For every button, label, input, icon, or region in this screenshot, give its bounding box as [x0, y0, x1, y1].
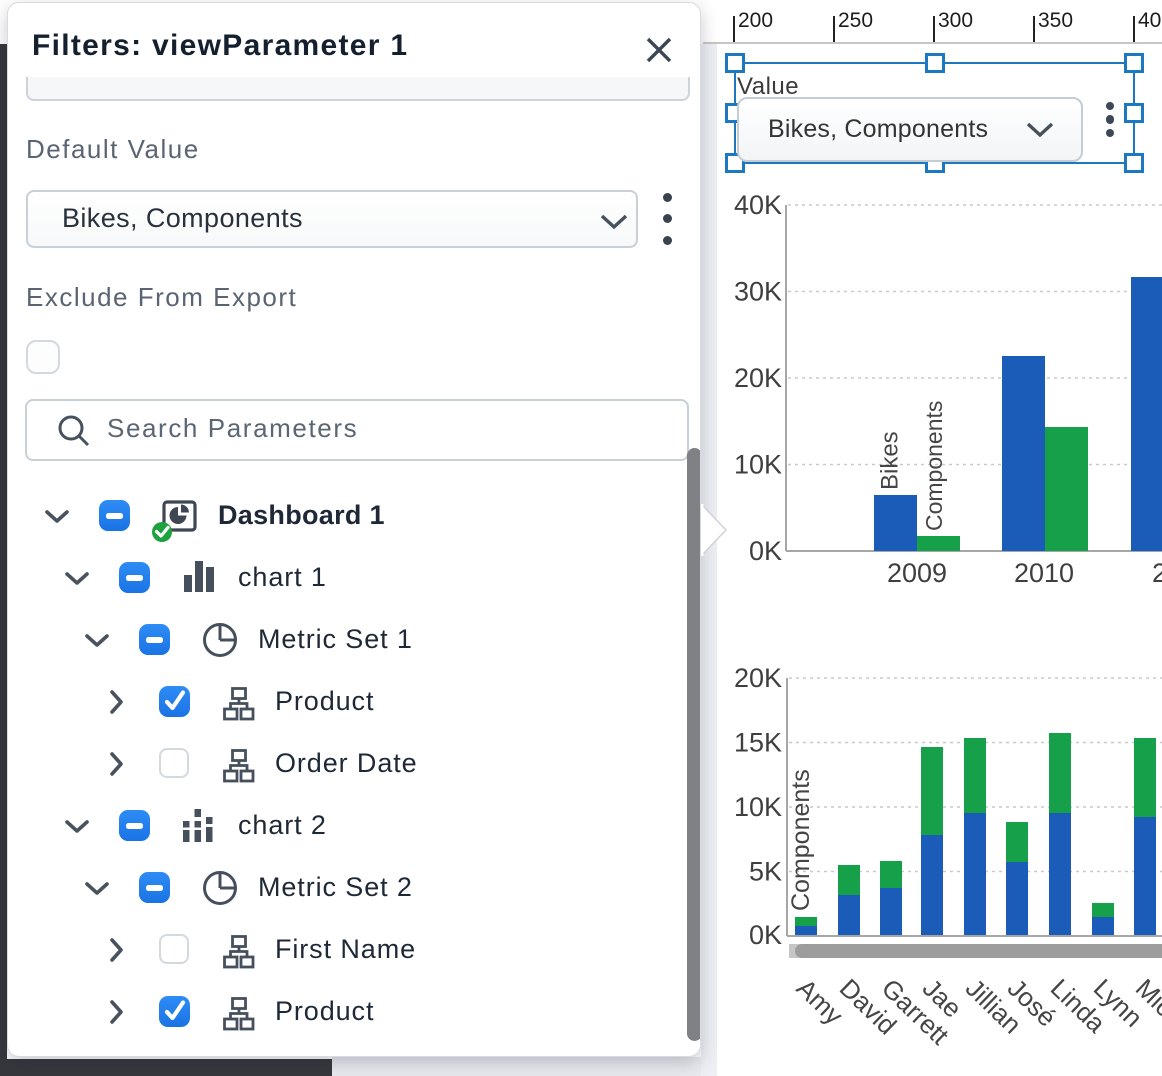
svg-text:Components: Components: [787, 769, 815, 911]
svg-text:40K: 40K: [734, 190, 782, 220]
svg-text:30K: 30K: [734, 277, 782, 307]
svg-text:0K: 0K: [749, 920, 782, 950]
svg-text:20: 20: [1152, 558, 1162, 588]
svg-text:2010: 2010: [1014, 558, 1074, 588]
svg-text:5K: 5K: [749, 857, 782, 887]
svg-text:10K: 10K: [734, 792, 782, 822]
svg-text:0K: 0K: [749, 536, 782, 566]
svg-text:20K: 20K: [734, 363, 782, 393]
svg-text:Components: Components: [921, 401, 947, 531]
svg-text:2009: 2009: [887, 558, 947, 588]
svg-text:Amy: Amy: [791, 973, 849, 1031]
svg-text:15K: 15K: [734, 728, 782, 758]
svg-text:Bikes: Bikes: [877, 431, 904, 490]
svg-text:10K: 10K: [734, 450, 782, 480]
svg-text:20K: 20K: [734, 663, 782, 693]
